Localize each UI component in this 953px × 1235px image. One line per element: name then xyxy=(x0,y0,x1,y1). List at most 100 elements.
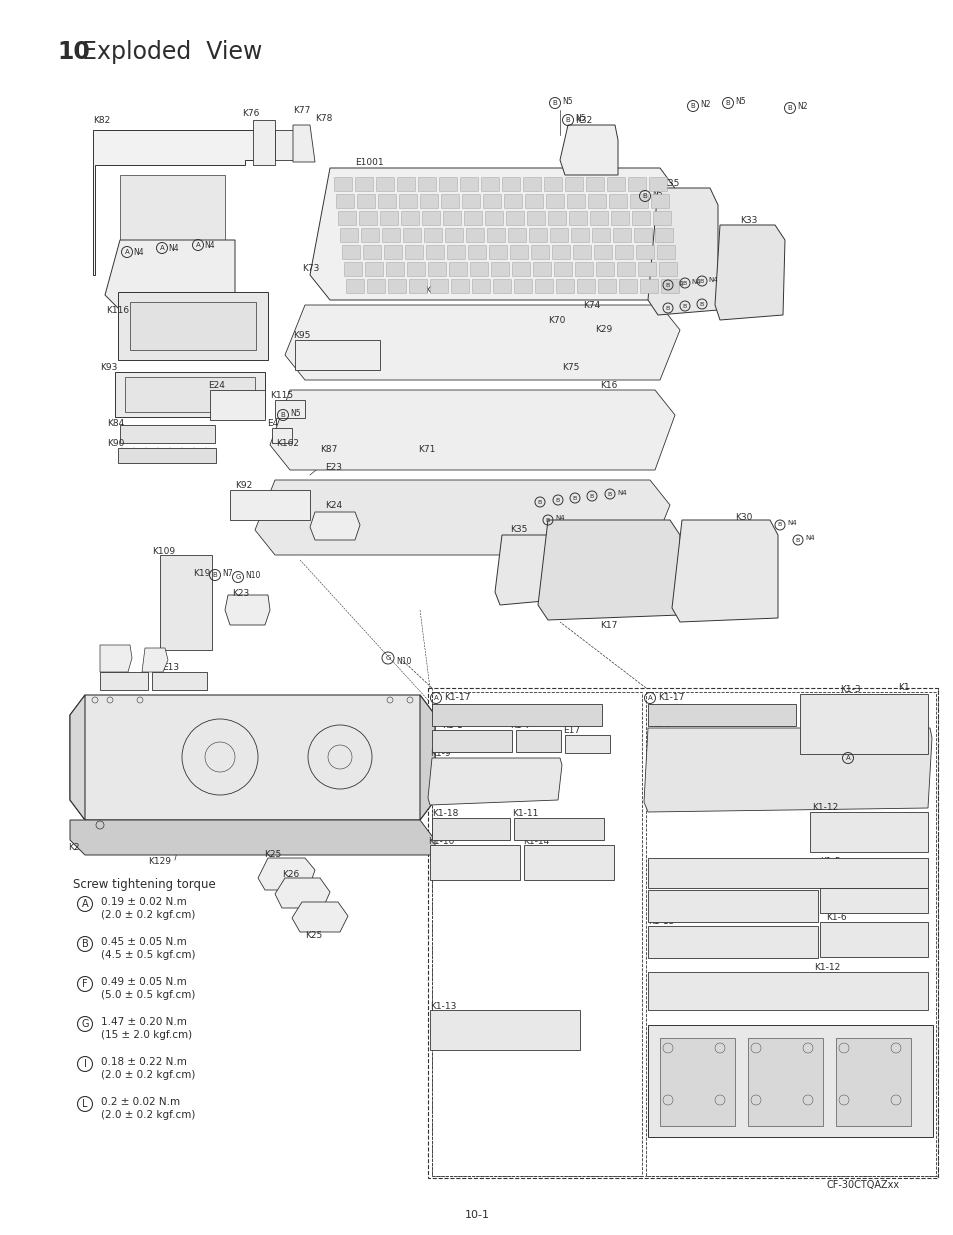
FancyBboxPatch shape xyxy=(361,228,379,242)
FancyBboxPatch shape xyxy=(548,211,566,226)
Polygon shape xyxy=(428,758,561,805)
FancyBboxPatch shape xyxy=(653,211,671,226)
Polygon shape xyxy=(253,120,274,165)
Polygon shape xyxy=(257,858,314,890)
Bar xyxy=(100,672,148,690)
Text: K1-17: K1-17 xyxy=(658,694,683,703)
FancyBboxPatch shape xyxy=(639,279,658,294)
Text: K25: K25 xyxy=(264,851,281,860)
Text: B: B xyxy=(556,498,559,503)
Text: B: B xyxy=(280,412,285,417)
FancyBboxPatch shape xyxy=(502,178,520,191)
Bar xyxy=(130,303,255,350)
Polygon shape xyxy=(142,648,168,672)
FancyBboxPatch shape xyxy=(464,211,482,226)
Polygon shape xyxy=(714,225,784,320)
FancyBboxPatch shape xyxy=(405,246,423,259)
FancyBboxPatch shape xyxy=(466,228,484,242)
FancyBboxPatch shape xyxy=(460,178,478,191)
Polygon shape xyxy=(643,727,931,811)
Bar xyxy=(432,730,512,752)
Polygon shape xyxy=(559,125,618,175)
Text: K35: K35 xyxy=(661,179,679,188)
Bar xyxy=(647,890,817,923)
Bar xyxy=(210,390,265,420)
Text: K1-8: K1-8 xyxy=(649,720,670,730)
Bar xyxy=(800,694,927,755)
Text: K93: K93 xyxy=(100,363,117,373)
FancyBboxPatch shape xyxy=(365,263,383,277)
Text: K92: K92 xyxy=(234,482,252,490)
Bar xyxy=(430,845,519,881)
Text: K77: K77 xyxy=(293,105,310,115)
Text: K1-12: K1-12 xyxy=(813,963,840,972)
Bar xyxy=(160,555,212,650)
Text: N10: N10 xyxy=(395,657,411,667)
Text: 10: 10 xyxy=(57,40,90,64)
Text: K1-12: K1-12 xyxy=(811,804,838,813)
Text: K1-3: K1-3 xyxy=(840,685,860,694)
FancyBboxPatch shape xyxy=(384,246,402,259)
Text: G: G xyxy=(385,655,391,661)
Polygon shape xyxy=(225,595,270,625)
Text: 10-1: 10-1 xyxy=(464,1210,489,1220)
Bar xyxy=(120,425,214,443)
FancyBboxPatch shape xyxy=(449,263,467,277)
Bar xyxy=(647,926,817,958)
Bar xyxy=(118,448,215,463)
Text: 0.18 ± 0.22 N.m: 0.18 ± 0.22 N.m xyxy=(101,1057,187,1067)
FancyBboxPatch shape xyxy=(378,194,396,209)
Bar xyxy=(516,730,560,752)
Text: K19: K19 xyxy=(193,568,211,578)
Text: K23: K23 xyxy=(232,589,249,598)
Text: N4: N4 xyxy=(786,520,796,526)
Text: N4: N4 xyxy=(804,535,814,541)
FancyBboxPatch shape xyxy=(355,178,374,191)
FancyBboxPatch shape xyxy=(409,279,427,294)
Bar xyxy=(432,704,601,726)
FancyBboxPatch shape xyxy=(617,263,635,277)
Text: N5: N5 xyxy=(561,96,572,105)
FancyBboxPatch shape xyxy=(571,228,589,242)
FancyBboxPatch shape xyxy=(420,194,438,209)
FancyBboxPatch shape xyxy=(523,178,541,191)
Bar xyxy=(125,377,254,412)
Text: (4.5 ± 0.5 kgf.cm): (4.5 ± 0.5 kgf.cm) xyxy=(101,950,195,960)
Text: K1-4: K1-4 xyxy=(820,844,840,852)
FancyBboxPatch shape xyxy=(357,194,375,209)
Text: B: B xyxy=(787,105,792,111)
FancyBboxPatch shape xyxy=(468,246,486,259)
FancyBboxPatch shape xyxy=(483,194,501,209)
FancyBboxPatch shape xyxy=(401,211,419,226)
Text: K90: K90 xyxy=(107,440,124,448)
Bar xyxy=(432,692,641,1176)
Text: B: B xyxy=(552,100,557,106)
Bar xyxy=(523,845,614,881)
FancyBboxPatch shape xyxy=(544,178,562,191)
Text: K24: K24 xyxy=(325,501,342,510)
Text: A: A xyxy=(647,695,652,701)
FancyBboxPatch shape xyxy=(344,263,362,277)
Text: K35: K35 xyxy=(510,526,527,535)
Text: N4: N4 xyxy=(690,279,700,285)
FancyBboxPatch shape xyxy=(590,211,608,226)
Bar xyxy=(820,888,927,913)
Text: K73: K73 xyxy=(302,263,319,273)
Text: (2.0 ± 0.2 kgf.cm): (2.0 ± 0.2 kgf.cm) xyxy=(101,910,195,920)
Text: K76: K76 xyxy=(242,109,259,117)
FancyBboxPatch shape xyxy=(567,194,585,209)
Text: K116: K116 xyxy=(106,305,129,315)
Text: K75: K75 xyxy=(561,363,578,372)
FancyBboxPatch shape xyxy=(399,194,417,209)
Text: B: B xyxy=(795,537,800,542)
Polygon shape xyxy=(285,305,679,380)
FancyBboxPatch shape xyxy=(613,228,631,242)
Text: K1-17: K1-17 xyxy=(443,694,470,703)
Bar xyxy=(432,818,510,840)
Text: E13: E13 xyxy=(162,663,179,673)
Text: A: A xyxy=(434,695,438,701)
FancyBboxPatch shape xyxy=(342,246,360,259)
Text: K25: K25 xyxy=(305,931,322,941)
FancyBboxPatch shape xyxy=(428,263,446,277)
Text: K1-4: K1-4 xyxy=(820,836,840,845)
